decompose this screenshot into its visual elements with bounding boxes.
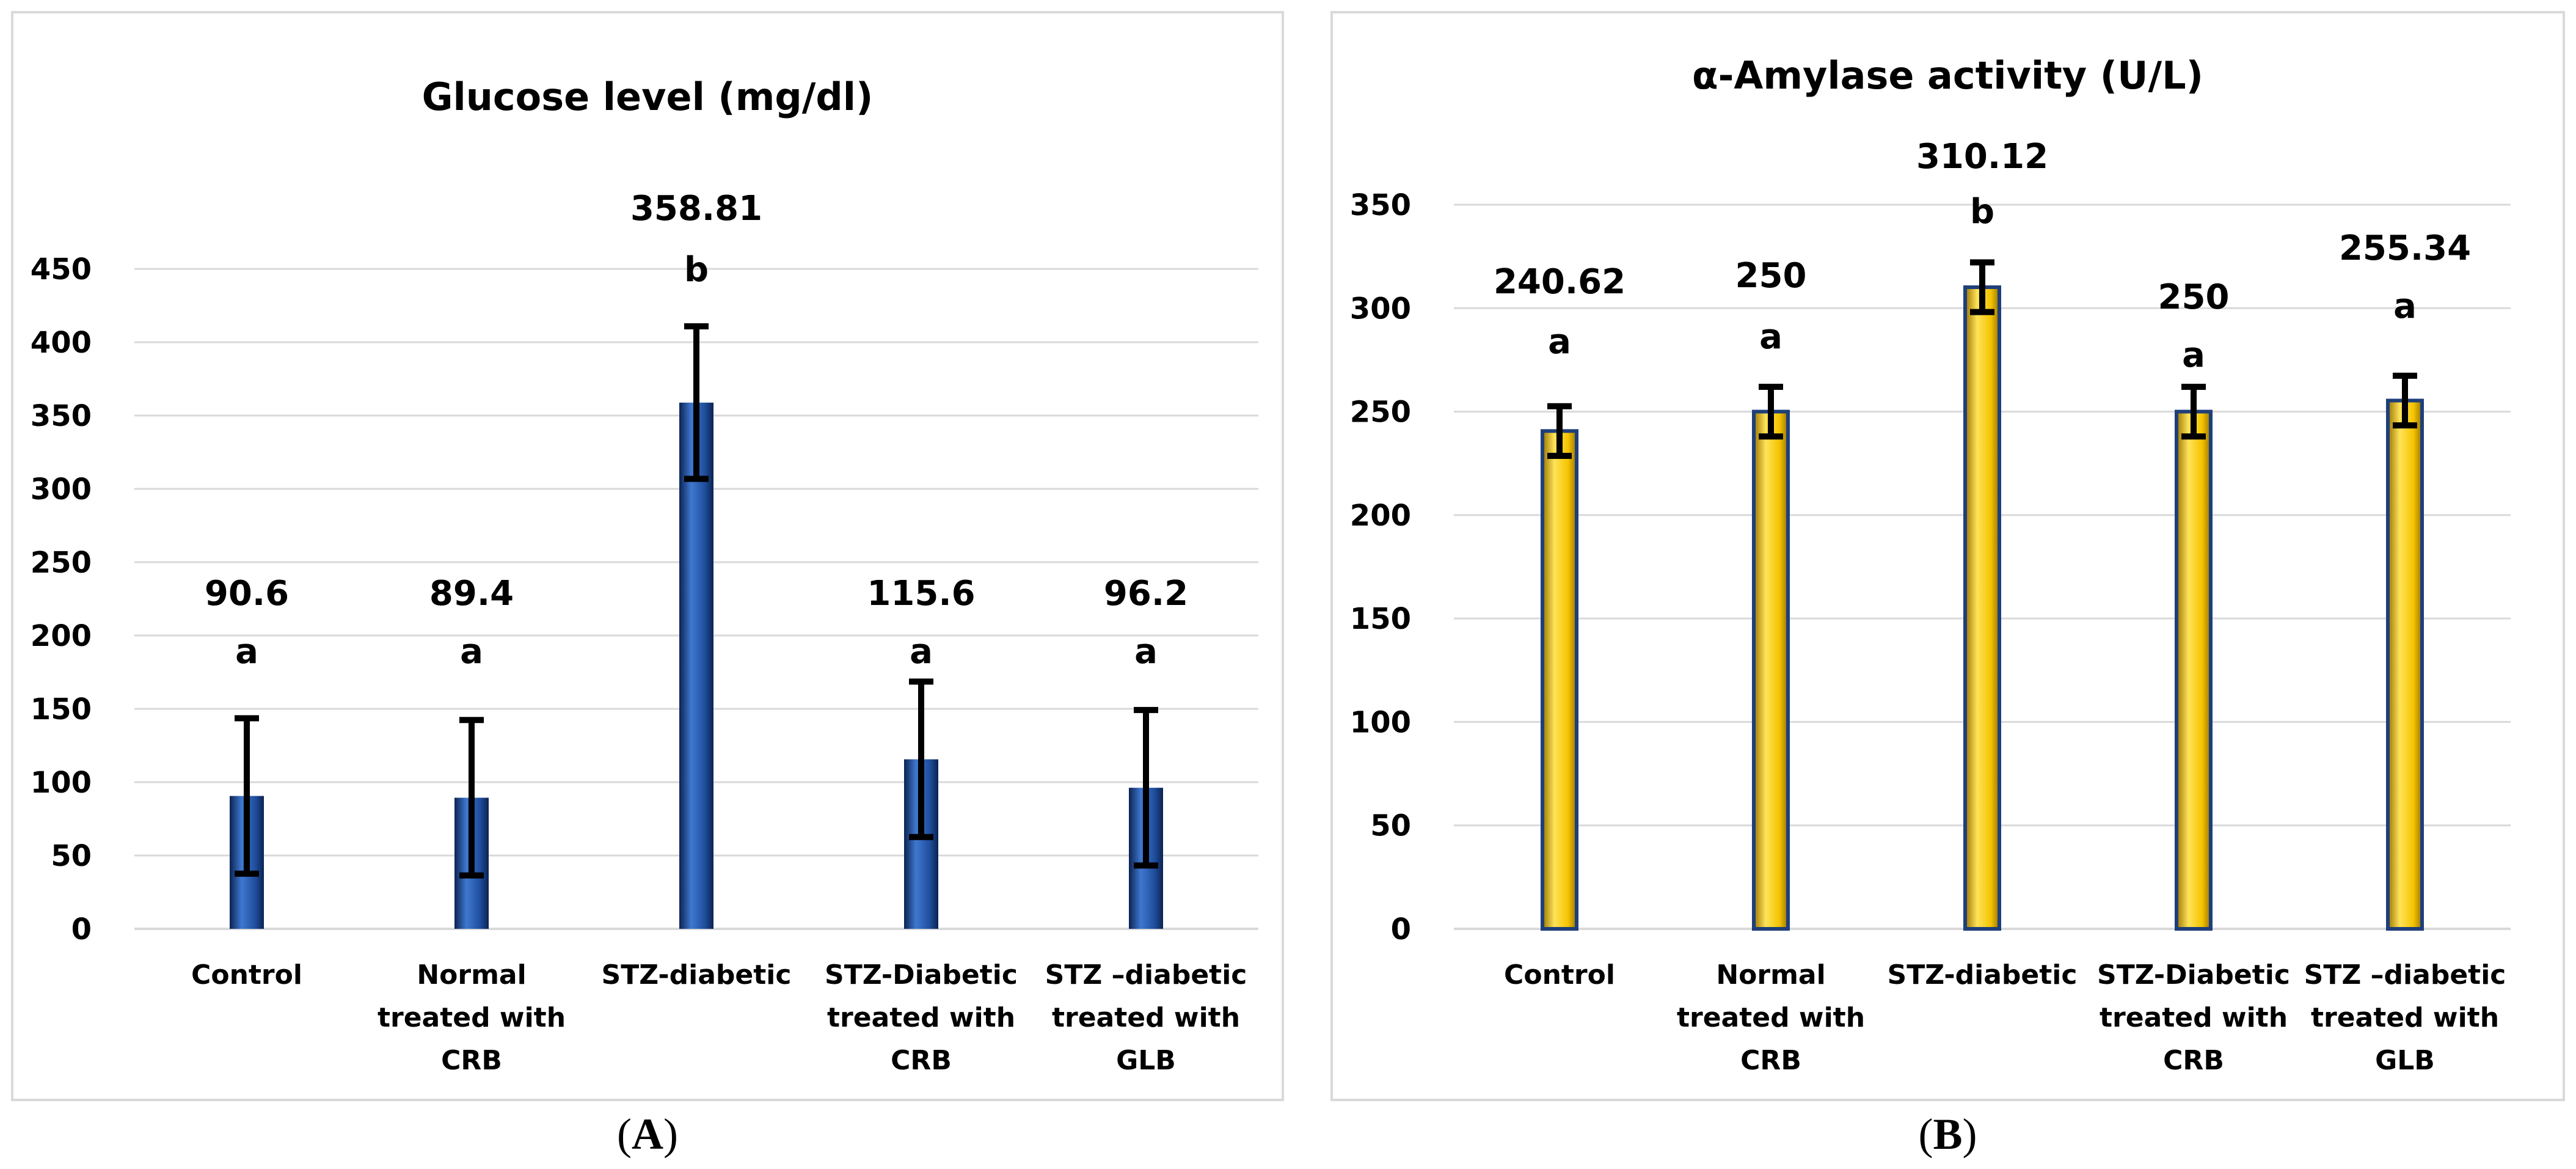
glucose-y-tick-label: 450 [31, 252, 92, 287]
amylase-y-tick-label: 50 [1370, 809, 1411, 843]
glucose-value-label: 96.2 [1104, 574, 1188, 614]
amylase-value-label: 250 [1735, 256, 1807, 296]
amylase-y-tick-label: 200 [1350, 499, 1411, 533]
glucose-significance-label: a [1134, 632, 1158, 672]
amylase-significance-label: a [2182, 335, 2205, 375]
glucose-category-label: treated with [1052, 1002, 1240, 1033]
amylase-significance-label: a [1548, 322, 1571, 362]
amylase-value-label: 250 [2158, 277, 2230, 317]
amylase-significance-label: a [1759, 317, 1782, 357]
glucose-significance-label: a [910, 632, 933, 672]
glucose-category-label: treated with [827, 1002, 1015, 1033]
amylase-y-tick-label: 250 [1350, 395, 1411, 430]
glucose-value-label: 89.4 [429, 574, 514, 614]
amylase-category-label: treated with [2311, 1002, 2499, 1033]
amylase-panel-label-close: ) [1963, 1110, 1977, 1159]
amylase-panel-label-open: ( [1919, 1110, 1933, 1159]
amylase-category-label: STZ-diabetic [1888, 959, 2078, 991]
glucose-panel-label-close: ) [663, 1110, 678, 1159]
glucose-significance-label: b [684, 250, 709, 290]
glucose-chart: Glucose level (mg/dl) 0 50 100 150 200 250 300 3… [11, 11, 1284, 1159]
glucose-chart-title: Glucose level (mg/dl) [422, 75, 874, 119]
amylase-category-label: STZ-Diabetic [2097, 959, 2290, 991]
amylase-chart-frame [1330, 11, 2565, 1101]
glucose-category-label: CRB [441, 1045, 502, 1076]
amylase-y-tick-label: 0 [1391, 912, 1411, 947]
glucose-y-tick-label: 250 [31, 546, 92, 580]
amylase-category-label: GLB [2375, 1045, 2435, 1076]
amylase-y-tick-label: 350 [1350, 188, 1411, 222]
panel-b: α-Amylase activity (U/L) 0 50 100 150 200 250 3… [1319, 0, 2576, 1169]
glucose-panel-label-letter: A [632, 1110, 663, 1159]
amylase-chart-title: α-Amylase activity (U/L) [1692, 53, 2203, 98]
glucose-significance-label: a [235, 632, 258, 672]
glucose-chart-frame [11, 11, 1284, 1101]
glucose-panel-label-open: ( [617, 1110, 632, 1159]
amylase-bar [1963, 285, 2001, 931]
amylase-y-tick-label: 150 [1350, 602, 1411, 636]
amylase-category-label: treated with [2100, 1002, 2288, 1033]
amylase-category-label: CRB [2163, 1045, 2224, 1076]
glucose-panel-label: (A) [617, 1110, 678, 1159]
glucose-category-label: CRB [891, 1045, 952, 1076]
amylase-panel-label-letter: B [1933, 1110, 1962, 1159]
glucose-category-label: STZ –diabetic [1045, 959, 1247, 991]
amylase-value-label: 310.12 [1916, 137, 2048, 177]
amylase-category-label: Control [1504, 959, 1615, 991]
glucose-value-label: 90.6 [205, 574, 289, 614]
glucose-y-tick-label: 100 [31, 766, 92, 800]
glucose-y-tick-label: 0 [71, 912, 92, 947]
glucose-value-label: 358.81 [630, 189, 762, 229]
glucose-y-tick-label: 400 [31, 326, 92, 360]
glucose-category-label: Normal [417, 959, 526, 991]
amylase-bar [1541, 429, 1578, 931]
glucose-y-tick-label: 200 [31, 619, 92, 653]
amylase-category-label: Normal [1716, 959, 1825, 991]
glucose-value-label: 115.6 [867, 574, 975, 614]
glucose-y-tick-label: 350 [31, 399, 92, 433]
glucose-category-label: treated with [378, 1002, 566, 1033]
amylase-bar [2175, 409, 2213, 931]
amylase-significance-label: a [2393, 287, 2417, 326]
glucose-category-label: GLB [1116, 1045, 1176, 1076]
amylase-chart: α-Amylase activity (U/L) 0 50 100 150 200 250 3… [1330, 11, 2565, 1159]
amylase-category-label: treated with [1677, 1002, 1865, 1033]
glucose-y-tick-label: 300 [31, 472, 92, 507]
amylase-y-tick-label: 100 [1350, 705, 1411, 739]
amylase-bar [2386, 398, 2424, 931]
amylase-category-label: CRB [1740, 1045, 1801, 1076]
glucose-category-label: Control [191, 959, 302, 991]
glucose-y-tick-label: 150 [31, 692, 92, 727]
amylase-value-label: 240.62 [1494, 262, 1626, 302]
amylase-y-tick-label: 300 [1350, 291, 1411, 326]
amylase-panel-label: (B) [1919, 1110, 1977, 1159]
panel-a: Glucose level (mg/dl) 0 50 100 150 200 250 300 3… [11, 11, 1284, 1159]
amylase-value-label: 255.34 [2339, 229, 2471, 268]
glucose-category-label: STZ-Diabetic [825, 959, 1018, 991]
glucose-y-tick-label: 50 [51, 839, 92, 873]
glucose-bar [679, 402, 713, 929]
amylase-bar [1752, 409, 1790, 931]
glucose-significance-label: a [460, 632, 483, 672]
amylase-category-label: STZ –diabetic [2304, 959, 2506, 991]
glucose-category-label: STZ-diabetic [602, 959, 792, 991]
amylase-significance-label: b [1970, 192, 1994, 232]
